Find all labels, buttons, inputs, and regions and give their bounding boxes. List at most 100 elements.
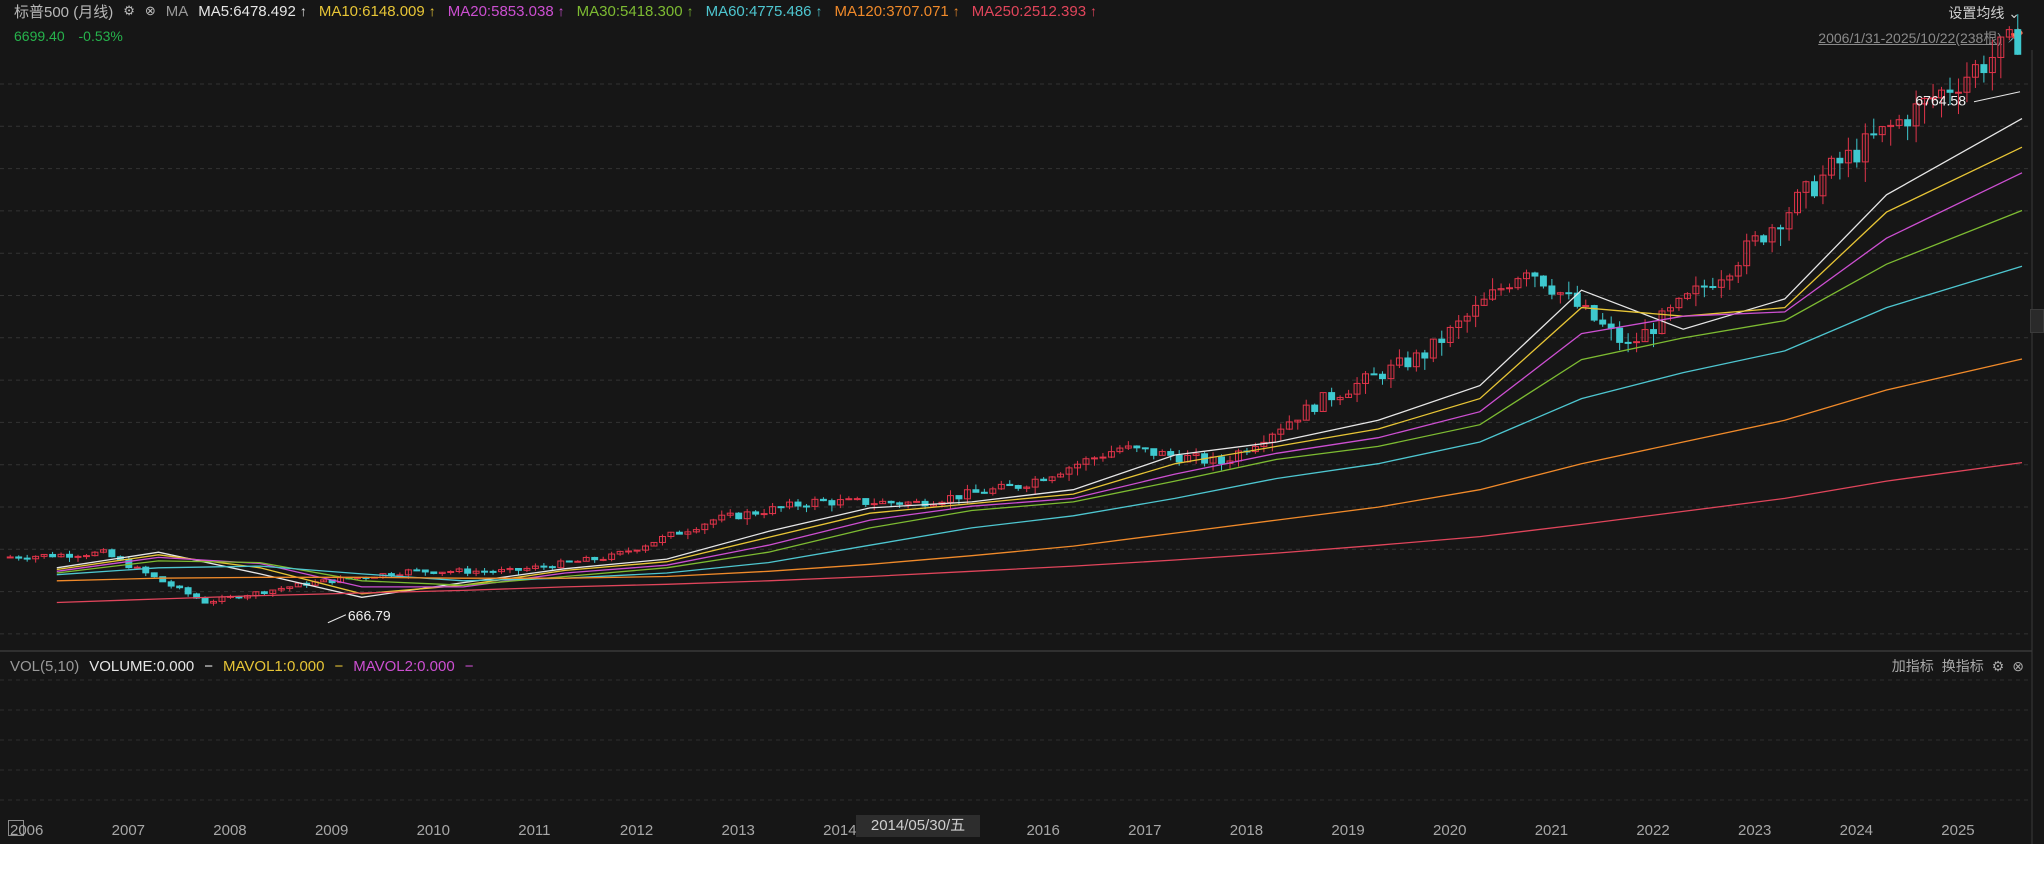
candle <box>913 498 921 503</box>
candle-body <box>1531 272 1539 277</box>
price-axis-scroll-handle[interactable] <box>2030 309 2044 333</box>
candle-body <box>1514 278 1522 289</box>
date-range-label[interactable]: 2006/1/31-2025/10/22(238根) <box>1818 30 2002 46</box>
candle <box>1328 387 1336 407</box>
candle <box>286 586 294 592</box>
add-indicator-button[interactable]: 加指标 <box>1891 658 1934 674</box>
candle <box>74 554 82 562</box>
x-tick-label: 2021 <box>1534 822 1569 839</box>
candle-body <box>896 502 904 505</box>
candle <box>540 563 548 570</box>
candle <box>1895 114 1903 129</box>
candle-body <box>464 568 472 574</box>
candle <box>1218 454 1225 471</box>
ma-legend-label: MA60:4775.486 <box>705 2 812 20</box>
ma-legend-label: MA20:5853.038 <box>447 2 554 20</box>
candle <box>1675 297 1683 311</box>
candle <box>879 498 887 505</box>
candle <box>1057 472 1065 478</box>
close-icon[interactable]: ⊗ <box>144 3 156 18</box>
gear-icon[interactable]: ⚙ <box>123 3 135 18</box>
candle-body <box>1480 298 1488 306</box>
candle <box>1963 62 1971 103</box>
candle-body <box>659 535 666 543</box>
candle <box>1370 367 1378 376</box>
candle-body <box>515 568 522 571</box>
candle-body <box>862 498 870 505</box>
candle-body <box>1336 396 1344 401</box>
candle <box>1650 322 1657 348</box>
candle <box>1133 445 1141 453</box>
candle <box>277 586 285 593</box>
candle <box>515 568 522 575</box>
candle <box>887 500 895 507</box>
axis-corner-icon[interactable] <box>8 820 24 836</box>
candle-body <box>1650 329 1657 335</box>
x-tick-label: 2006 <box>10 822 44 839</box>
candle <box>1285 415 1293 431</box>
candle-body <box>1040 478 1048 482</box>
candle-body <box>989 488 997 494</box>
candle-body <box>1785 212 1793 230</box>
candle <box>642 544 649 553</box>
candle <box>980 488 988 494</box>
low-marker-line <box>327 614 347 624</box>
candle <box>99 548 107 554</box>
candle-body <box>23 557 31 560</box>
ma-legend-item: MA250:2512.393 ↑ <box>972 3 1101 20</box>
candle-body <box>1421 352 1429 359</box>
candle <box>582 555 590 562</box>
candle-body <box>726 512 734 516</box>
candle-body <box>1141 447 1149 450</box>
grid-lines <box>0 83 2032 801</box>
candle-body <box>387 573 395 576</box>
candle <box>159 576 167 583</box>
candle-body <box>413 569 421 572</box>
high-marker-line <box>1973 91 2021 103</box>
switch-indicator-button[interactable]: 换指标 <box>1941 658 1984 674</box>
candle <box>1124 441 1132 450</box>
candle <box>57 552 65 558</box>
candle-body <box>1124 445 1132 449</box>
candle <box>320 579 328 583</box>
candle-body <box>1395 357 1403 366</box>
ma-lines <box>56 118 2023 604</box>
candle <box>1311 403 1319 415</box>
candle-body <box>836 499 844 506</box>
candle <box>896 501 904 508</box>
candle <box>853 496 861 501</box>
ma-legend-label: MA120:3707.071 <box>834 2 949 20</box>
ma-line-ma30 <box>56 209 2023 586</box>
close-icon[interactable]: ⊗ <box>2012 657 2024 674</box>
candle-body <box>1167 451 1175 456</box>
up-arrow-icon: ↑ <box>815 2 823 19</box>
x-tick-label: 2019 <box>1331 822 1365 839</box>
candle-body <box>1158 451 1166 456</box>
ma-legend-label: MA10:6148.009 <box>318 2 425 20</box>
candle-body <box>1345 393 1353 398</box>
candle-body <box>786 501 793 508</box>
candle-body <box>49 553 57 558</box>
candle-body <box>1582 305 1590 308</box>
candle-body <box>718 514 726 521</box>
candle-body <box>1870 133 1878 136</box>
candle-body <box>1031 478 1039 488</box>
candle-body <box>540 565 548 568</box>
candle-body <box>853 498 861 501</box>
candle-body <box>1599 319 1607 325</box>
candle-body <box>455 568 463 573</box>
candle <box>498 566 505 575</box>
candle <box>1141 447 1149 453</box>
symbol-title: 标普500 (月线) <box>14 3 114 21</box>
settings-button[interactable]: 设置均线 ⌄ <box>1948 3 2020 23</box>
candle <box>1734 261 1742 283</box>
candle-body <box>675 531 683 535</box>
candle-body <box>1938 89 1945 99</box>
candle-body <box>1743 240 1751 267</box>
price-markers: 6764.58 666.79 <box>327 91 2021 624</box>
candle-body <box>1175 454 1183 463</box>
chevron-down-icon: ⌄ <box>2008 5 2020 21</box>
gear-icon[interactable]: ⚙ <box>1991 657 2005 674</box>
change-percent: -0.53% <box>78 28 123 44</box>
